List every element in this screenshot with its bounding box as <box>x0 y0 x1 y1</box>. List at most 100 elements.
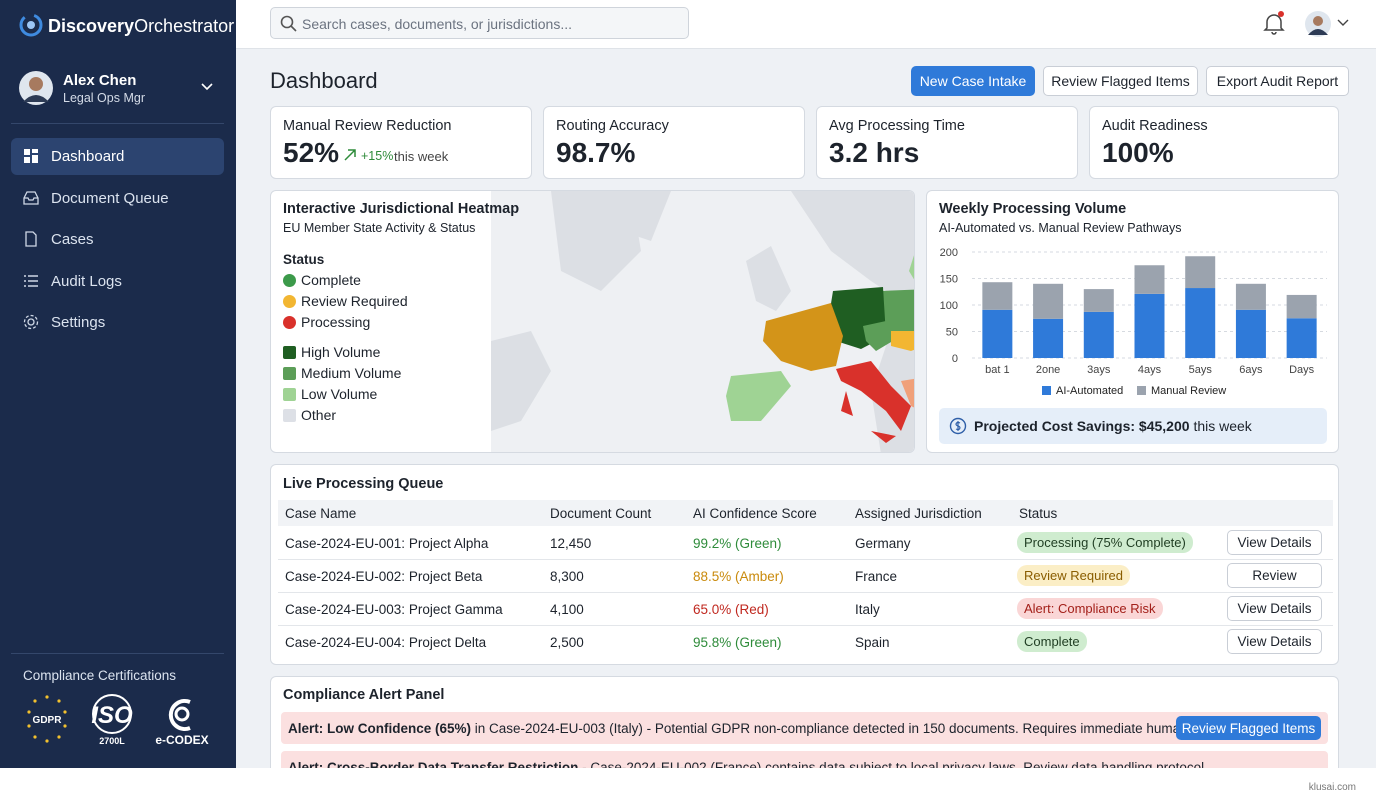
x-tick-label: 6ays <box>1239 364 1263 376</box>
bar-segment[interactable] <box>1084 312 1114 358</box>
bar-segment[interactable] <box>1033 284 1063 319</box>
cert-title: Compliance Certifications <box>23 668 176 683</box>
bar-segment[interactable] <box>1135 265 1165 294</box>
y-tick-label: 50 <box>946 327 958 339</box>
kpi-label: Audit Readiness <box>1102 118 1208 134</box>
action-button[interactable]: Review Flagged Items <box>1043 66 1198 96</box>
bar-segment[interactable] <box>1287 318 1317 358</box>
alert-item: Alert: Low Confidence (65%) in Case-2024… <box>281 712 1328 744</box>
status-pill: Alert: Compliance Risk <box>1017 598 1163 619</box>
kpi-value: 100% <box>1102 137 1174 169</box>
bar-segment[interactable] <box>1185 256 1215 288</box>
legend-swatch <box>283 346 296 359</box>
chart-subtitle: AI-Automated vs. Manual Review Pathways <box>939 221 1181 235</box>
alert-action[interactable]: Review Flagged Items <box>1176 716 1321 740</box>
kpi-delta-note: this week <box>394 149 448 164</box>
legend-label: Low Volume <box>301 386 377 402</box>
column-header: AI Confidence Score <box>693 506 817 521</box>
legend-dot <box>283 316 296 329</box>
legend-swatch <box>283 367 296 380</box>
column-header: Assigned Jurisdiction <box>855 506 982 521</box>
user-avatar[interactable] <box>18 70 54 106</box>
bar-segment[interactable] <box>982 310 1012 358</box>
bar-segment[interactable] <box>1185 288 1215 358</box>
top-bar: Search cases, documents, or jurisdiction… <box>236 0 1376 49</box>
search-box[interactable]: Search cases, documents, or jurisdiction… <box>270 7 689 39</box>
brand-logo <box>18 12 44 38</box>
kpi-label: Manual Review Reduction <box>283 118 451 134</box>
x-tick-label: bat 1 <box>985 364 1009 376</box>
legend-title: Status <box>283 252 324 267</box>
legend-label: Processing <box>301 314 370 330</box>
weekly-chart-card: Weekly Processing Volume AI-Automated vs… <box>926 190 1339 453</box>
profile-caret[interactable] <box>1337 18 1349 28</box>
legend-item: Complete <box>283 272 361 288</box>
row-action[interactable]: Review <box>1227 563 1322 588</box>
kpi-card: Audit Readiness 100% <box>1089 106 1339 179</box>
nav-item[interactable]: Dashboard <box>11 138 224 175</box>
nav-item[interactable]: Settings <box>11 304 224 341</box>
bar-segment[interactable] <box>1084 289 1114 312</box>
profile-avatar[interactable] <box>1304 10 1332 38</box>
legend-swatch <box>1042 386 1051 395</box>
x-tick-label: Days <box>1289 364 1315 376</box>
page-title: Dashboard <box>270 68 378 94</box>
column-header: Document Count <box>550 506 651 521</box>
brand-name: DiscoveryOrchestrator <box>48 16 234 37</box>
chart-title: Weekly Processing Volume <box>939 201 1126 217</box>
notification-bell[interactable] <box>1262 11 1286 35</box>
kpi-value: 3.2 hrs <box>829 137 919 169</box>
nav-item[interactable]: Audit Logs <box>11 263 224 300</box>
legend-label: Other <box>301 407 336 423</box>
search-icon <box>280 15 298 33</box>
alert-card: Compliance Alert Panel Alert: Low Confid… <box>270 676 1339 776</box>
document-count: 4,100 <box>550 602 584 617</box>
legend-label: Review Required <box>301 293 408 309</box>
savings-label: Projected Cost Savings: $45,200 <box>974 418 1190 434</box>
legend-item: Processing <box>283 314 370 330</box>
cert-badge: ISO <box>91 702 133 729</box>
bar-segment[interactable] <box>1033 319 1063 358</box>
column-header: Case Name <box>285 506 356 521</box>
x-tick-label: 3ays <box>1087 364 1111 376</box>
user-role: Legal Ops Mgr <box>63 91 145 105</box>
nav-item[interactable]: Cases <box>11 221 224 258</box>
status-pill: Review Required <box>1017 565 1130 586</box>
nav-item[interactable]: Document Queue <box>11 180 224 217</box>
legend-item: Other <box>283 407 336 423</box>
bar-segment[interactable] <box>1236 310 1266 358</box>
nav-label: Dashboard <box>51 148 124 165</box>
y-tick-label: 0 <box>952 353 958 365</box>
weekly-chart: 050100150200bat 12one3ays4ays5ays6aysDay… <box>927 241 1340 401</box>
bar-segment[interactable] <box>982 282 1012 310</box>
case-name: Case-2024-EU-002: Project Beta <box>285 569 482 584</box>
cert-badges: GDPR ISO 2700L e-CODEX <box>20 694 220 746</box>
confidence-score: 95.8% (Green) <box>693 635 782 650</box>
bar-segment[interactable] <box>1135 294 1165 358</box>
x-tick-label: 2one <box>1036 364 1060 376</box>
jurisdiction: Germany <box>855 536 911 551</box>
legend-item: Medium Volume <box>283 365 401 381</box>
row-action[interactable]: View Details <box>1227 596 1322 621</box>
legend-item: Review Required <box>283 293 408 309</box>
confidence-score: 65.0% (Red) <box>693 602 769 617</box>
row-action[interactable]: View Details <box>1227 629 1322 654</box>
heatmap-subtitle: EU Member State Activity & Status <box>283 221 475 235</box>
bar-segment[interactable] <box>1287 295 1317 318</box>
action-button[interactable]: New Case Intake <box>911 66 1035 96</box>
user-name: Alex Chen <box>63 72 136 89</box>
action-button[interactable]: Export Audit Report <box>1206 66 1349 96</box>
row-action[interactable]: View Details <box>1227 530 1322 555</box>
user-menu-caret[interactable] <box>200 82 214 92</box>
brand-rest: Orchestrator <box>134 16 234 36</box>
bar-segment[interactable] <box>1236 284 1266 310</box>
case-name: Case-2024-EU-003: Project Gamma <box>285 602 503 617</box>
jurisdiction: Italy <box>855 602 880 617</box>
x-tick-label: 4ays <box>1138 364 1162 376</box>
eu-map[interactable] <box>491 191 915 453</box>
kpi-trend-icon <box>343 148 357 162</box>
row-divider <box>278 559 1333 560</box>
jurisdiction: France <box>855 569 897 584</box>
sidebar: DiscoveryOrchestrator Alex Chen Legal Op… <box>0 0 236 768</box>
